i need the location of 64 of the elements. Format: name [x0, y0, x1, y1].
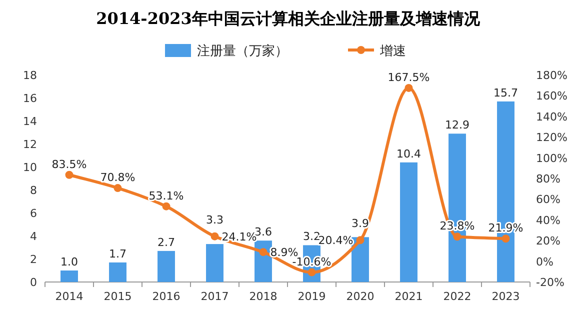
x-tick-label: 2014: [55, 290, 84, 303]
point: [162, 202, 170, 210]
legend-label: 增速: [379, 44, 406, 59]
text: 2.7: [158, 236, 175, 249]
point: [65, 170, 74, 179]
y-tick-label: 4: [30, 230, 37, 243]
x-tick-label: 2017: [200, 290, 229, 303]
text: 3.2: [303, 230, 320, 244]
bar: [206, 244, 224, 282]
y2-tick-label: 40%: [536, 214, 560, 227]
x-tick-label: 2015: [104, 290, 132, 303]
point: [453, 232, 462, 241]
x-tick-label: 2021: [394, 290, 423, 303]
text: 24.1%: [222, 230, 257, 244]
point: [502, 234, 510, 243]
text: 83.5%: [52, 158, 87, 171]
y2-tick-label: 60%: [536, 193, 560, 206]
y-tick-label: 6: [30, 207, 37, 220]
y2-tick-label: 80%: [536, 172, 560, 186]
text: 1.0: [60, 256, 78, 268]
point: [114, 184, 122, 192]
point: [210, 232, 219, 240]
chart-title: 2014-2023年中国云计算相关企业注册量及增速情况: [96, 9, 481, 28]
bar: [158, 250, 175, 282]
y-tick-label: 12: [23, 138, 37, 151]
text: 3.3: [206, 213, 224, 226]
x-tick-label: 2018: [249, 290, 278, 303]
y2-tick-label: 100%: [536, 152, 568, 165]
text: 70.8%: [100, 171, 136, 184]
y-tick-label: 2: [30, 253, 37, 266]
point: [404, 84, 413, 92]
point: [308, 268, 316, 276]
y-tick-label: 18: [23, 69, 37, 82]
point: [356, 236, 364, 244]
y2-tick-label: -20%: [536, 276, 564, 289]
y2-tick-label: 120%: [536, 131, 568, 144]
text: 15.7: [494, 86, 518, 100]
y2-tick-label: 0%: [536, 255, 554, 268]
y-tick-label: 16: [23, 92, 37, 105]
y-tick-label: 8: [30, 184, 37, 197]
text: 1.7: [109, 247, 126, 260]
x-tick-label: 2022: [443, 290, 472, 303]
text: 12.9: [445, 118, 470, 132]
bar: [109, 262, 126, 282]
x-tick-label: 2023: [492, 290, 520, 303]
text: 3.6: [254, 226, 272, 239]
y2-tick-label: 20%: [536, 234, 560, 248]
y-tick-label: 10: [23, 161, 37, 174]
bar: [400, 162, 418, 282]
legend-label: 注册量（万家）: [197, 43, 288, 59]
y-tick-label: 0: [30, 276, 37, 289]
text: 53.1%: [148, 189, 184, 202]
y-tick-label: 14: [23, 115, 37, 128]
y2-tick-label: 160%: [536, 90, 568, 103]
point: [259, 248, 268, 256]
x-tick-label: 2020: [346, 290, 374, 303]
y2-tick-label: 140%: [536, 110, 568, 124]
text: 10.4: [396, 147, 421, 160]
bar: [60, 270, 78, 282]
x-tick-label: 2019: [298, 290, 326, 303]
text: 23.8%: [440, 220, 475, 233]
y2-tick-label: 180%: [536, 69, 568, 82]
text: 167.5%: [388, 70, 430, 84]
x-tick-label: 2016: [152, 290, 180, 303]
